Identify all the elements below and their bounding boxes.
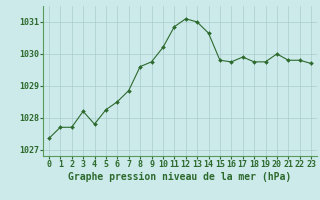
X-axis label: Graphe pression niveau de la mer (hPa): Graphe pression niveau de la mer (hPa) xyxy=(68,172,292,182)
